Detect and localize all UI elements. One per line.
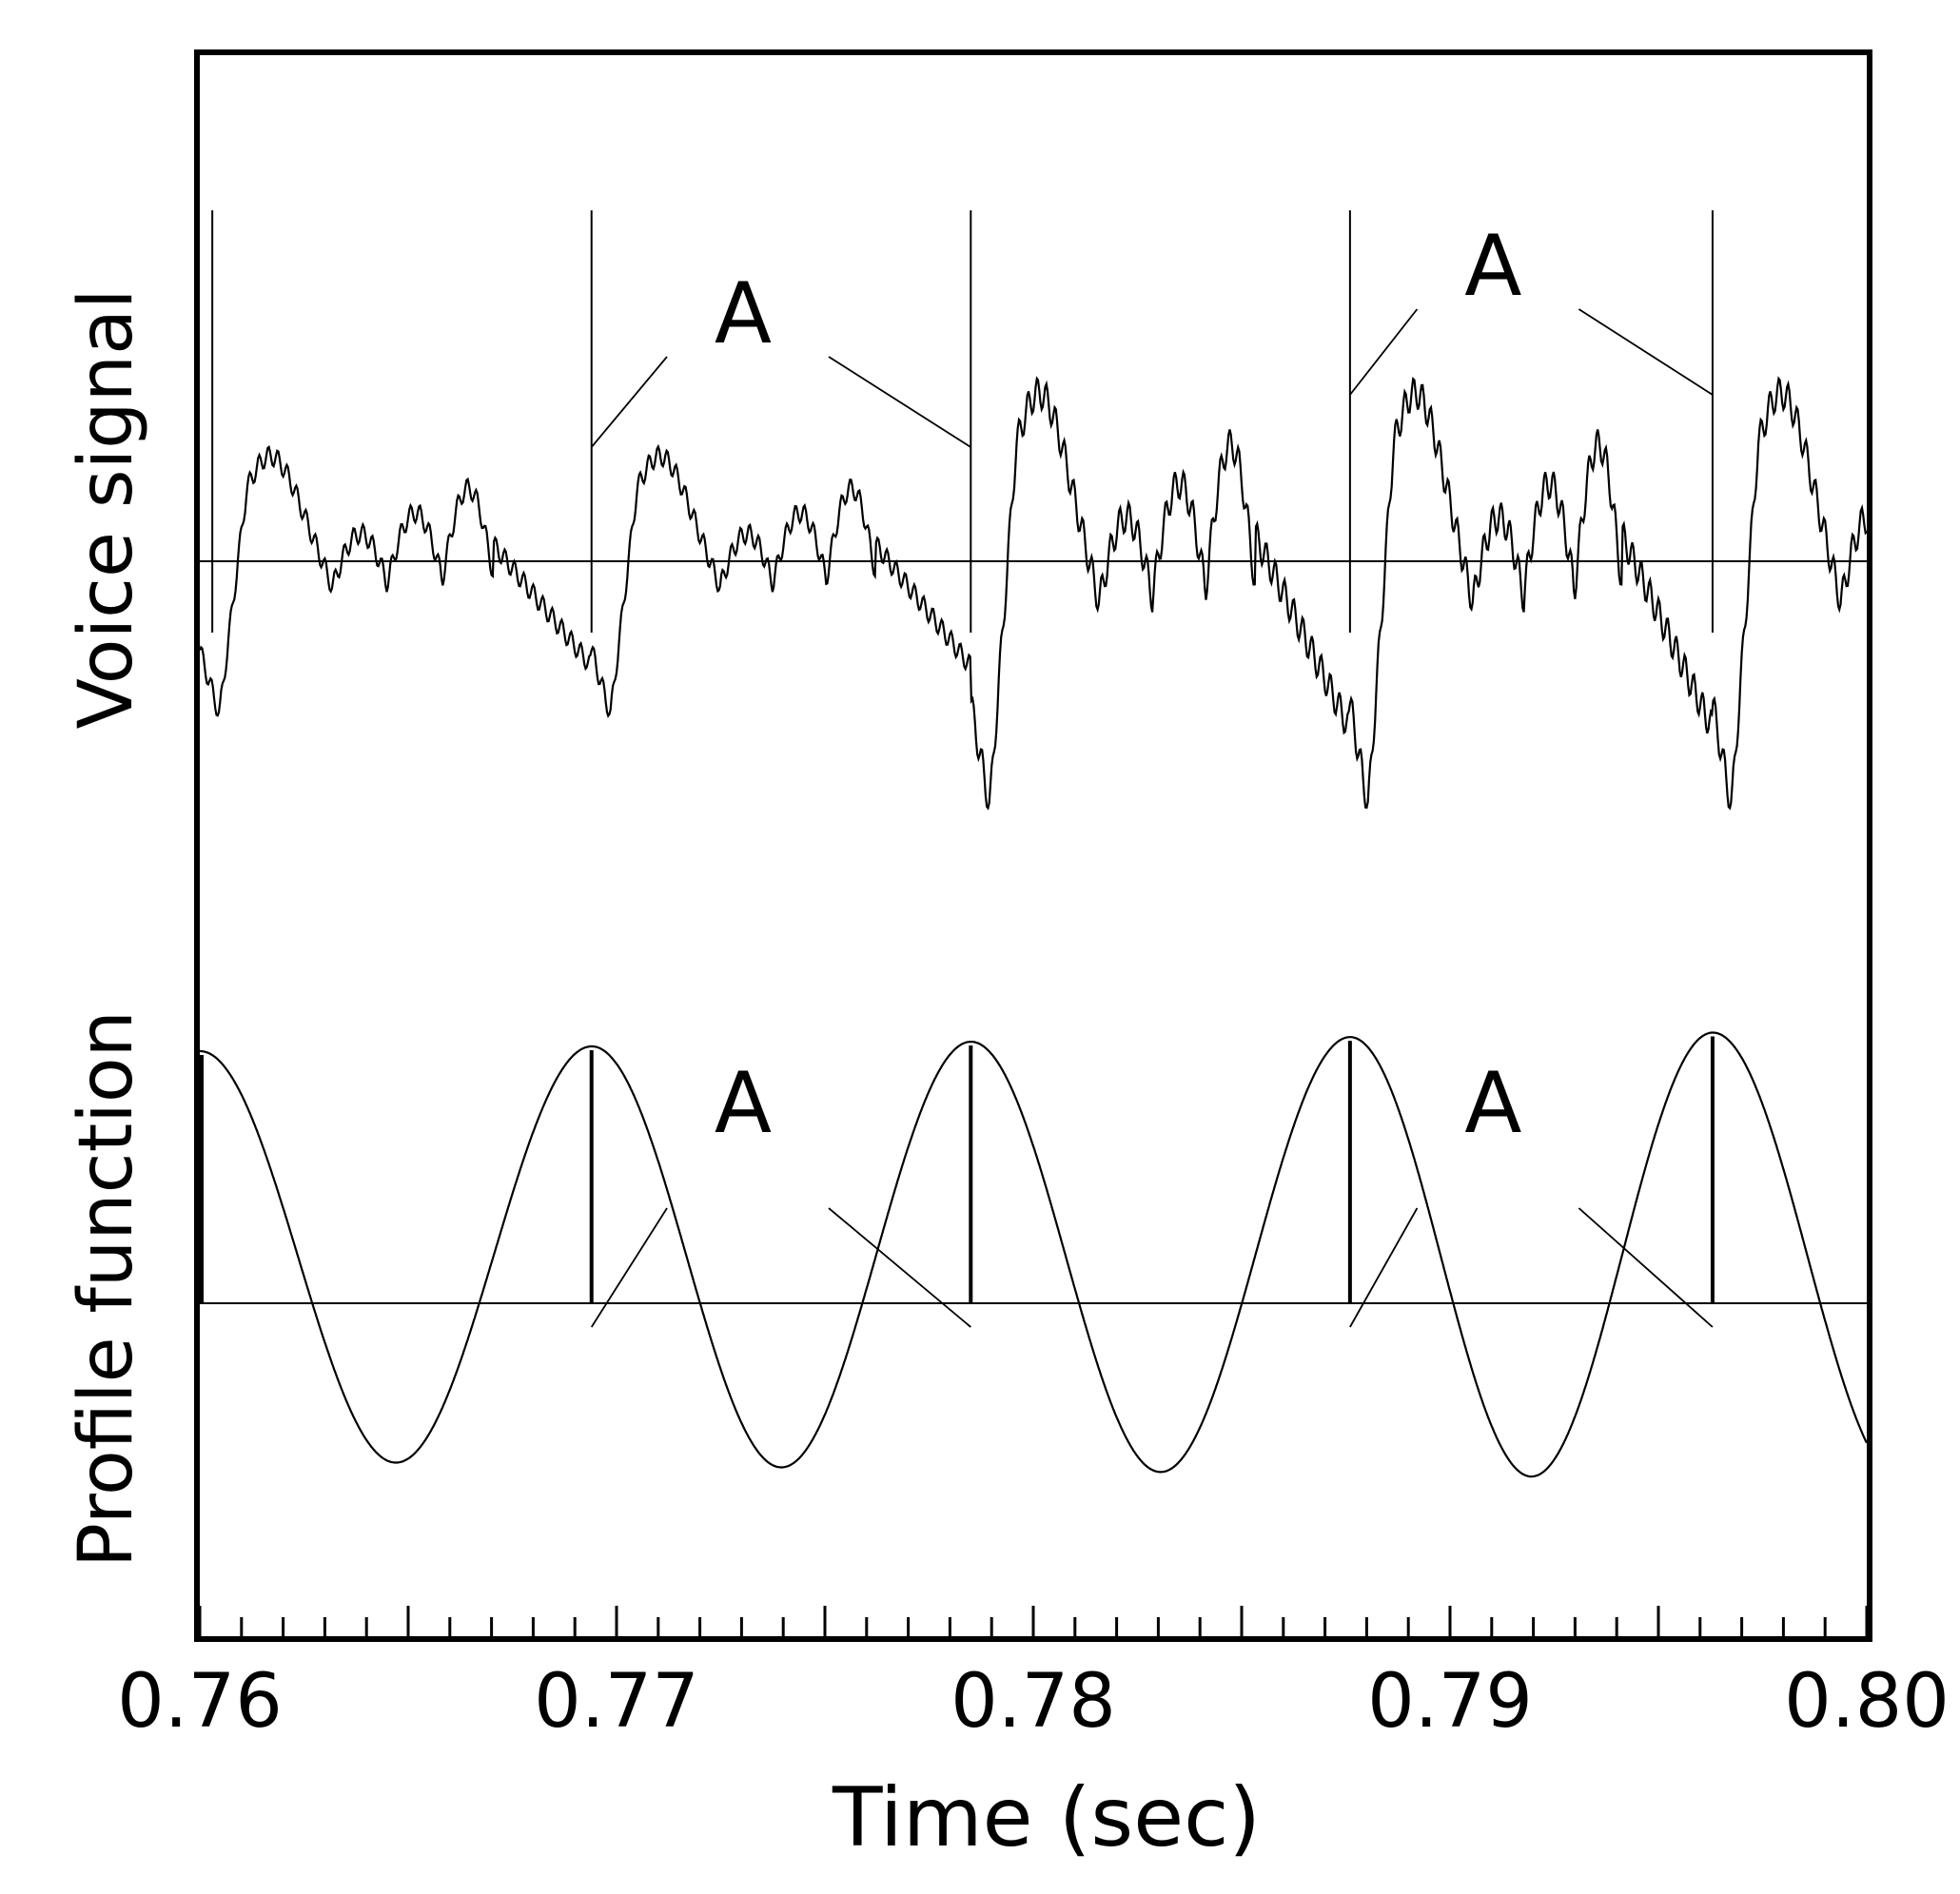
x-tick-label: 0.79 <box>1367 1659 1533 1745</box>
x-axis-title: Time (sec) <box>832 1770 1261 1865</box>
annotation-leader <box>591 356 668 448</box>
voice-signal-panel <box>198 210 1868 810</box>
voice-signal-ylabel: Voice signal <box>64 288 149 729</box>
annotation-leader <box>1578 1207 1714 1328</box>
profile-function-ylabel: Profile function <box>64 1010 149 1568</box>
annotations: A A A A <box>590 217 1714 1328</box>
annotation-leader <box>1349 1207 1419 1328</box>
x-tick-label: 0.78 <box>951 1659 1116 1745</box>
annotation-leader <box>1578 308 1714 396</box>
x-axis-tick-labels: 0.76 0.77 0.78 0.79 0.80 <box>117 1659 1950 1745</box>
annotation-label: A <box>1464 1054 1521 1152</box>
annotation-leader <box>828 1207 971 1328</box>
annotation-leader <box>828 356 971 448</box>
voice-signal-line <box>198 376 1868 810</box>
plot-frame <box>194 49 1872 1642</box>
annotation-leader <box>590 1207 668 1328</box>
profile-function-line <box>200 1031 1868 1478</box>
annotation-label: A <box>715 264 772 362</box>
annotation-label: A <box>1464 217 1521 315</box>
annotation-leader <box>1349 308 1419 396</box>
annotation-label: A <box>715 1054 772 1152</box>
profile-function-panel <box>200 1031 1868 1478</box>
x-tick-label: 0.76 <box>117 1659 283 1745</box>
x-tick-label: 0.77 <box>534 1659 699 1745</box>
x-tick-label: 0.80 <box>1784 1659 1950 1745</box>
x-axis-ticks <box>198 1606 1869 1636</box>
